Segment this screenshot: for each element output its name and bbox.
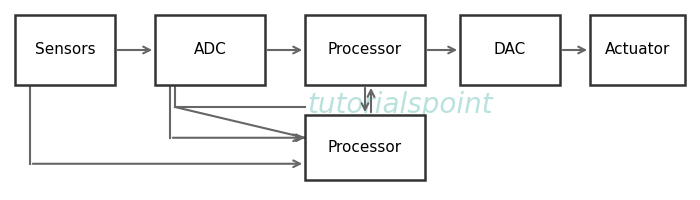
FancyBboxPatch shape [155, 15, 265, 85]
Text: Sensors: Sensors [35, 43, 95, 58]
FancyBboxPatch shape [590, 15, 685, 85]
FancyBboxPatch shape [305, 115, 425, 180]
FancyBboxPatch shape [460, 15, 560, 85]
Text: Processor: Processor [328, 43, 402, 58]
FancyBboxPatch shape [15, 15, 115, 85]
Text: Processor: Processor [328, 140, 402, 155]
FancyBboxPatch shape [305, 15, 425, 85]
Text: DAC: DAC [494, 43, 526, 58]
Text: Actuator: Actuator [605, 43, 670, 58]
Text: tutorialspoint: tutorialspoint [307, 91, 493, 119]
Text: ADC: ADC [194, 43, 226, 58]
